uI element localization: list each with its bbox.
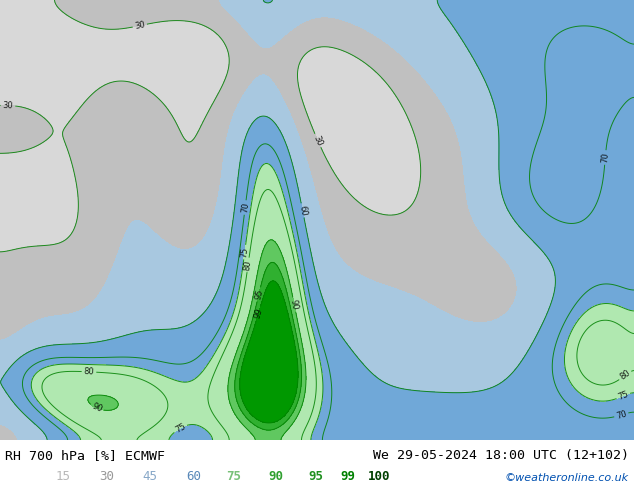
Text: 99: 99	[253, 307, 264, 320]
Text: 95: 95	[253, 288, 264, 300]
Text: 90: 90	[268, 470, 283, 483]
Text: 75: 75	[240, 246, 250, 258]
Text: 90: 90	[289, 298, 300, 311]
Text: 30: 30	[99, 470, 114, 483]
Text: 75: 75	[226, 470, 241, 483]
Text: RH 700 hPa [%] ECMWF: RH 700 hPa [%] ECMWF	[5, 449, 165, 462]
Text: 80: 80	[243, 259, 253, 271]
Text: 30: 30	[3, 101, 13, 110]
Text: 75: 75	[174, 422, 187, 435]
Text: 70: 70	[240, 202, 250, 213]
Text: 100: 100	[368, 470, 391, 483]
Text: 80: 80	[618, 368, 632, 382]
Text: 70: 70	[615, 409, 628, 421]
Text: 30: 30	[311, 134, 324, 147]
Text: 60: 60	[297, 204, 308, 217]
Text: 45: 45	[143, 470, 158, 483]
Text: 15: 15	[56, 470, 71, 483]
Text: 80: 80	[84, 367, 94, 377]
Text: 30: 30	[134, 20, 146, 31]
Text: 75: 75	[617, 390, 630, 402]
Text: 99: 99	[340, 470, 355, 483]
Text: 70: 70	[600, 152, 611, 163]
Text: 60: 60	[186, 470, 202, 483]
Text: 90: 90	[90, 402, 103, 415]
Text: 95: 95	[308, 470, 323, 483]
Text: We 29-05-2024 18:00 UTC (12+102): We 29-05-2024 18:00 UTC (12+102)	[373, 449, 629, 462]
Text: ©weatheronline.co.uk: ©weatheronline.co.uk	[505, 473, 629, 483]
